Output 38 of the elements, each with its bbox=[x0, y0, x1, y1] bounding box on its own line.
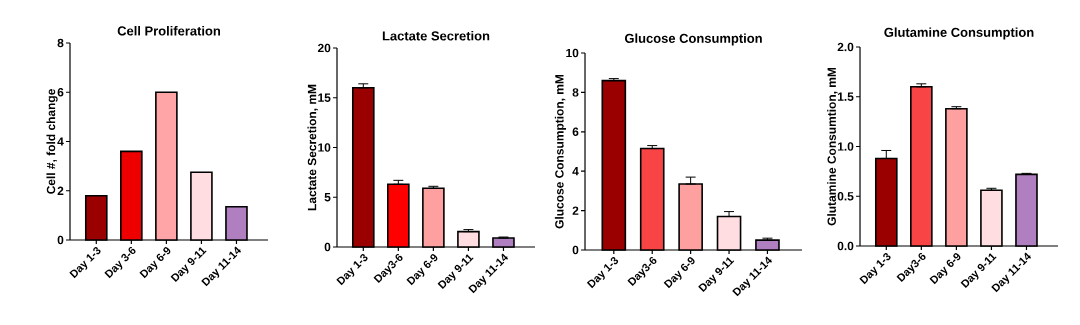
y-tick-label: 0.0 bbox=[837, 241, 854, 251]
y-tick-label: 1.0 bbox=[837, 142, 854, 151]
chart-title: Cell Proliferation bbox=[117, 25, 221, 36]
x-tick-label: Day 1-3 bbox=[69, 246, 101, 279]
y-tick-label: 0 bbox=[57, 235, 64, 245]
y-tick-label: 6 bbox=[572, 127, 579, 137]
y-axis-title: Cell #, fold change bbox=[46, 89, 58, 194]
x-tick-label: Day 3-6 bbox=[104, 246, 136, 279]
y-tick-label: 5 bbox=[324, 193, 331, 202]
y-tick-label: 2 bbox=[57, 186, 64, 195]
y-axis-title: Glucose Consumption, mM bbox=[554, 74, 566, 229]
y-tick-label: 2 bbox=[572, 206, 579, 215]
y-tick-label: 8 bbox=[572, 88, 579, 97]
x-tick-label: Day 1-3 bbox=[859, 252, 891, 285]
chart-title: Lactate Secretion bbox=[382, 30, 490, 41]
y-tick-label: 2.0 bbox=[837, 42, 854, 52]
chart-title: Glutamine Consumption bbox=[884, 27, 1034, 40]
y-tick-label: 1.5 bbox=[837, 92, 854, 101]
y-tick-label: 20 bbox=[317, 43, 331, 53]
y-axis-title: Glutamine Consumtion, mM bbox=[827, 67, 838, 226]
y-tick-label: 4 bbox=[57, 137, 64, 146]
x-tick-label: Day 6-9 bbox=[406, 254, 438, 286]
x-tick-label: Day 1-3 bbox=[336, 253, 368, 286]
y-axis-title: Lactate Secretion, mM bbox=[307, 84, 318, 211]
y-tick-label: 8 bbox=[57, 38, 64, 48]
x-tick-label: Day 1-3 bbox=[586, 256, 619, 289]
y-tick-label: 10 bbox=[566, 48, 579, 58]
y-tick-label: 15 bbox=[318, 93, 331, 102]
x-tick-label: Day 6-9 bbox=[929, 253, 961, 285]
y-tick-label: 10 bbox=[318, 143, 331, 152]
x-tick-label: Day 6-9 bbox=[139, 247, 171, 279]
x-tick-label: Day 6-9 bbox=[663, 257, 695, 289]
chart-title: Glucose Consumption bbox=[624, 33, 762, 46]
y-tick-label: 0 bbox=[324, 242, 331, 252]
y-tick-label: 0.5 bbox=[837, 192, 854, 201]
y-tick-label: 0 bbox=[572, 245, 579, 255]
y-tick-label: 4 bbox=[572, 167, 579, 176]
y-tick-label: 6 bbox=[57, 88, 64, 97]
